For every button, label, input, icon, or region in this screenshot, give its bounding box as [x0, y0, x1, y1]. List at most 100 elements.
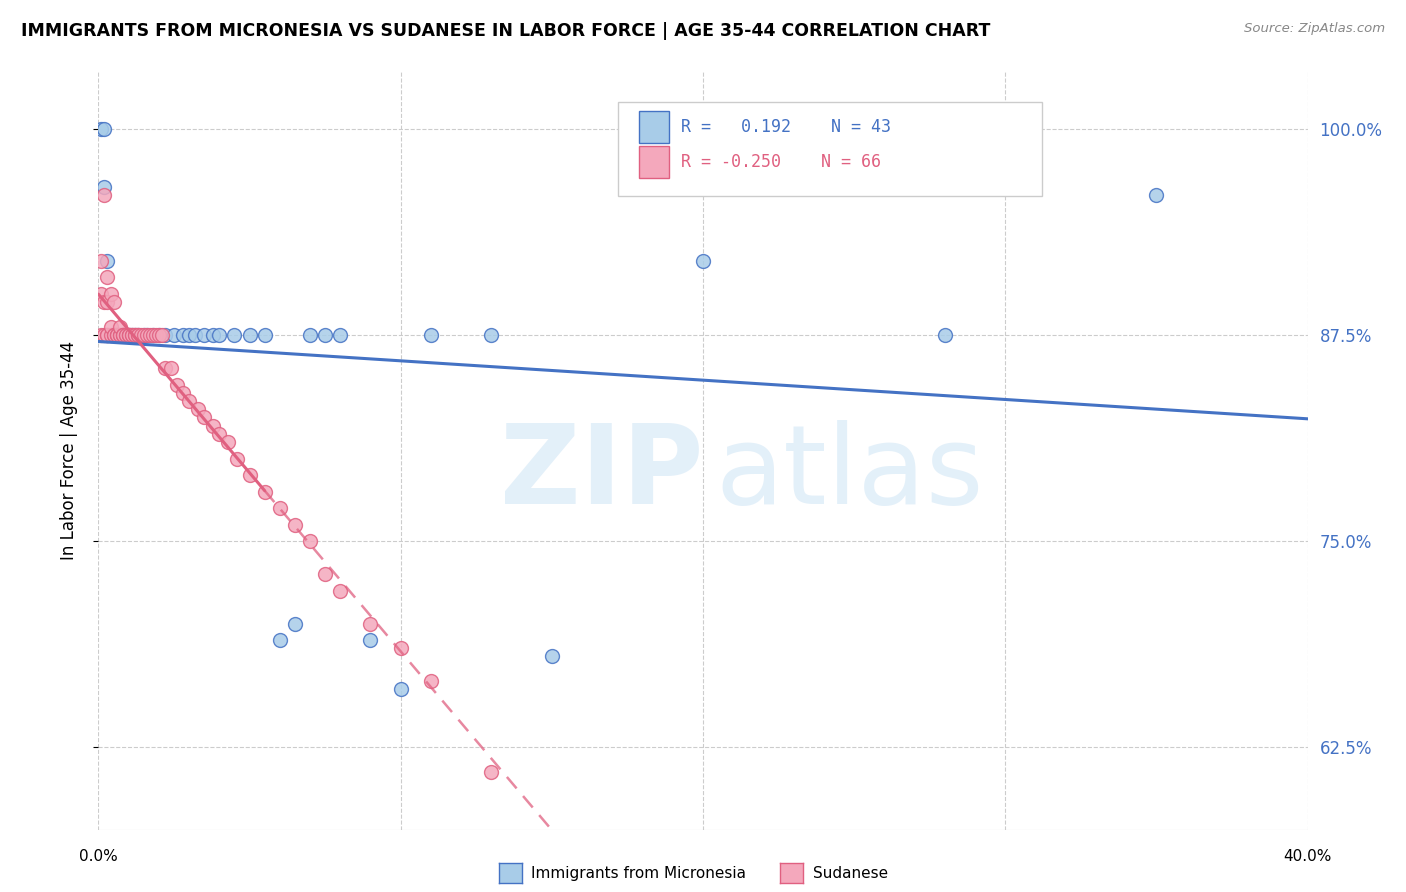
Point — [105, 328, 128, 343]
Point — [111, 328, 134, 343]
Point — [253, 484, 276, 499]
Point — [202, 328, 225, 343]
Point — [193, 410, 215, 425]
Point — [239, 468, 262, 483]
Point — [148, 328, 170, 343]
Point — [135, 328, 157, 343]
Point — [187, 402, 209, 417]
Point — [103, 328, 125, 343]
Point — [389, 682, 412, 697]
Text: Sudanese: Sudanese — [813, 866, 887, 880]
Point — [142, 328, 165, 343]
Point — [153, 361, 176, 376]
Point — [360, 616, 382, 631]
Point — [118, 328, 141, 343]
Point — [96, 328, 118, 343]
Point — [103, 328, 125, 343]
Point — [90, 286, 112, 301]
Point — [114, 328, 136, 343]
Point — [224, 328, 246, 343]
Point — [145, 328, 167, 343]
Point — [121, 328, 143, 343]
Point — [148, 328, 170, 343]
Point — [127, 328, 149, 343]
Point — [111, 328, 134, 343]
Point — [150, 328, 173, 343]
Point — [105, 328, 128, 343]
Point — [90, 122, 112, 136]
Point — [127, 328, 149, 343]
Point — [111, 328, 134, 343]
Point — [314, 567, 336, 582]
Point — [111, 328, 134, 343]
Text: IMMIGRANTS FROM MICRONESIA VS SUDANESE IN LABOR FORCE | AGE 35-44 CORRELATION CH: IMMIGRANTS FROM MICRONESIA VS SUDANESE I… — [21, 22, 990, 40]
Point — [172, 328, 194, 343]
Point — [114, 328, 136, 343]
Point — [269, 632, 291, 647]
Point — [179, 394, 201, 409]
Point — [193, 328, 215, 343]
Point — [692, 253, 714, 268]
Bar — [638, 111, 669, 143]
Point — [299, 534, 322, 549]
Point — [124, 328, 146, 343]
Point — [481, 764, 503, 779]
Point — [153, 328, 176, 343]
FancyBboxPatch shape — [619, 102, 1042, 196]
Point — [226, 451, 249, 466]
Point — [100, 328, 122, 343]
Point — [179, 328, 201, 343]
Point — [284, 616, 307, 631]
Point — [127, 328, 149, 343]
Point — [96, 253, 118, 268]
Point — [360, 632, 382, 647]
Point — [420, 328, 443, 343]
Point — [132, 328, 155, 343]
Point — [90, 328, 112, 343]
Point — [239, 328, 262, 343]
Point — [389, 641, 412, 656]
Point — [103, 295, 125, 310]
Point — [208, 427, 231, 442]
Text: 40.0%: 40.0% — [1284, 849, 1331, 864]
Point — [118, 328, 141, 343]
Point — [163, 328, 186, 343]
Y-axis label: In Labor Force | Age 35-44: In Labor Force | Age 35-44 — [59, 341, 77, 560]
Point — [124, 328, 146, 343]
Point — [114, 328, 136, 343]
Point — [184, 328, 207, 343]
Point — [1144, 188, 1167, 202]
Point — [329, 328, 352, 343]
Point — [108, 328, 131, 343]
Point — [142, 328, 165, 343]
Point — [105, 328, 128, 343]
Point — [299, 328, 322, 343]
Point — [121, 328, 143, 343]
Point — [93, 122, 115, 136]
Point — [208, 328, 231, 343]
Point — [135, 328, 157, 343]
Text: ZIP: ZIP — [499, 420, 703, 526]
Point — [166, 377, 188, 392]
Point — [202, 418, 225, 433]
Point — [284, 517, 307, 532]
Point — [108, 319, 131, 334]
Point — [329, 583, 352, 598]
Point — [93, 179, 115, 194]
Text: Immigrants from Micronesia: Immigrants from Micronesia — [531, 866, 747, 880]
Text: R =   0.192    N = 43: R = 0.192 N = 43 — [682, 118, 891, 136]
Point — [103, 328, 125, 343]
Text: 0.0%: 0.0% — [79, 849, 118, 864]
Point — [96, 270, 118, 285]
Point — [269, 501, 291, 516]
Point — [96, 328, 118, 343]
Point — [253, 328, 276, 343]
Point — [121, 328, 143, 343]
Point — [314, 328, 336, 343]
Point — [139, 328, 162, 343]
Point — [118, 328, 141, 343]
Point — [132, 328, 155, 343]
Point — [96, 295, 118, 310]
Point — [100, 319, 122, 334]
Text: atlas: atlas — [716, 420, 984, 526]
